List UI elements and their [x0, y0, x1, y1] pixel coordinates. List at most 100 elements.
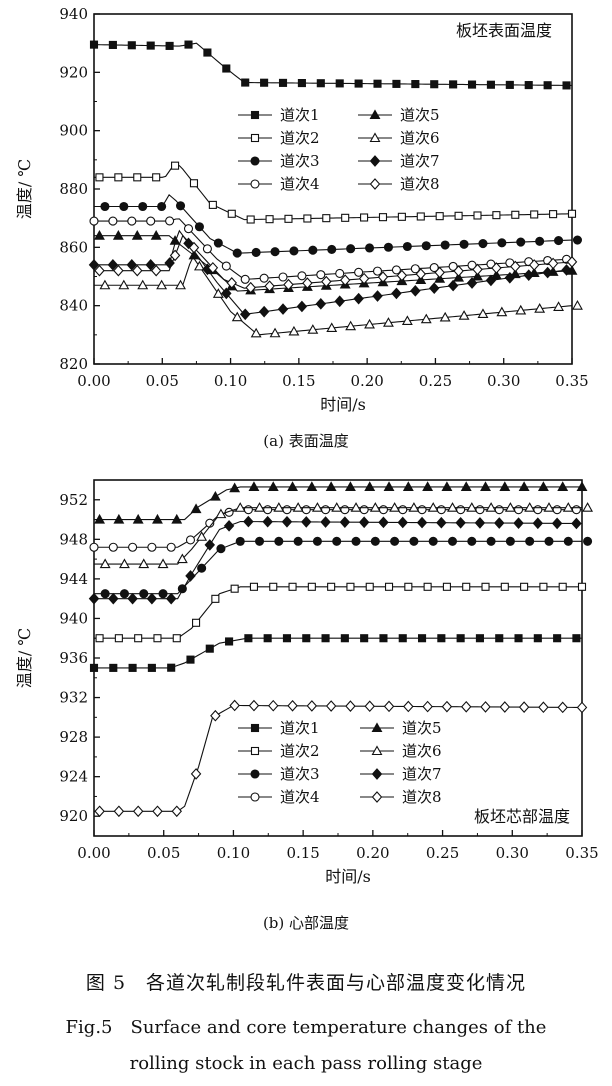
data-point — [456, 505, 466, 515]
data-point — [553, 301, 565, 311]
data-point — [221, 287, 232, 300]
data-point — [223, 519, 235, 532]
x-tick-label: 0.25 — [419, 372, 452, 390]
data-point — [495, 634, 504, 643]
data-point — [351, 536, 361, 546]
data-point — [114, 173, 123, 182]
data-point — [288, 582, 297, 591]
data-point — [311, 502, 323, 512]
data-point — [377, 271, 389, 283]
data-point — [416, 212, 425, 221]
data-point — [243, 505, 253, 515]
data-point — [453, 271, 465, 282]
data-point — [408, 502, 420, 512]
series-8 — [94, 234, 578, 294]
data-point — [390, 536, 400, 546]
data-point — [378, 505, 389, 515]
data-point — [511, 210, 520, 219]
data-point — [284, 214, 293, 223]
data-point — [449, 80, 458, 89]
x-axis-label: 时间/s — [325, 867, 371, 886]
data-point — [193, 260, 205, 271]
data-point — [269, 327, 281, 338]
data-point — [112, 230, 124, 240]
series-3 — [94, 193, 583, 258]
data-point — [249, 582, 259, 591]
legend-marker — [250, 133, 260, 143]
y-tick-label: 944 — [59, 570, 88, 588]
data-point — [478, 238, 488, 249]
y-tick-label: 924 — [59, 768, 88, 786]
data-point — [205, 644, 214, 653]
data-point — [423, 582, 432, 591]
data-point — [515, 304, 527, 315]
data-point — [360, 634, 369, 643]
data-point — [458, 310, 470, 320]
data-point — [485, 274, 497, 287]
data-point — [467, 536, 477, 546]
data-point — [243, 515, 254, 528]
data-point — [562, 81, 571, 90]
data-point — [554, 236, 564, 246]
legend-item: 道次8 — [358, 175, 440, 193]
data-point — [134, 634, 143, 643]
data-point — [402, 241, 412, 252]
data-point — [306, 700, 318, 712]
data-point — [127, 41, 136, 50]
data-point — [557, 481, 569, 491]
data-point — [119, 558, 130, 569]
data-point — [171, 161, 180, 170]
data-point — [287, 481, 298, 491]
chart-surface-temperature: 0.00 0.05 0.10 0.15 0.20 0.25 0.30 0.35 820 840 86… — [15, 5, 589, 414]
legend-item: 道次5 — [358, 106, 440, 124]
series-5 — [94, 481, 588, 524]
data-point — [544, 536, 554, 546]
plot-frame — [93, 479, 583, 837]
data-point — [383, 700, 395, 713]
data-point — [137, 279, 149, 290]
data-point — [89, 40, 99, 49]
legend-label: 道次5 — [402, 719, 442, 737]
data-point — [127, 216, 137, 226]
data-point — [480, 701, 491, 713]
legend-marker — [369, 155, 381, 167]
data-point — [296, 300, 308, 313]
data-point — [316, 79, 325, 88]
x-tick-label: 0.05 — [146, 372, 179, 390]
legend-marker — [250, 792, 260, 802]
data-point — [221, 261, 231, 271]
data-point — [566, 256, 578, 268]
data-point — [547, 257, 559, 270]
data-point — [462, 582, 471, 591]
data-point — [572, 634, 581, 643]
data-point — [378, 213, 388, 222]
legend-item: 道次2 — [238, 129, 320, 147]
data-point — [172, 634, 181, 643]
data-point — [518, 701, 530, 713]
data-point — [169, 249, 181, 262]
data-point — [185, 535, 196, 545]
data-point — [293, 536, 303, 546]
x-tick-label: 0.20 — [350, 372, 383, 390]
data-point — [259, 273, 269, 283]
data-point — [486, 536, 496, 546]
legend: 道次1 道次2 道次3 道次4 道次5 道次6 道次7 道次8 — [238, 719, 442, 806]
data-point — [289, 246, 299, 256]
data-point — [571, 517, 582, 530]
series-line — [94, 486, 582, 521]
data-point — [326, 322, 338, 333]
series-2 — [94, 582, 587, 643]
data-point — [447, 502, 458, 512]
legend-label: 道次6 — [402, 742, 442, 760]
data-point — [430, 80, 439, 89]
data-point — [95, 173, 104, 182]
y-tick-label: 920 — [59, 63, 88, 81]
data-point — [372, 266, 383, 276]
data-point — [190, 503, 202, 514]
legend-label: 道次5 — [400, 106, 440, 124]
data-point — [145, 259, 156, 271]
y-tick-label: 952 — [59, 491, 88, 509]
data-point — [222, 64, 231, 73]
data-point — [392, 79, 401, 88]
data-point — [340, 505, 350, 515]
